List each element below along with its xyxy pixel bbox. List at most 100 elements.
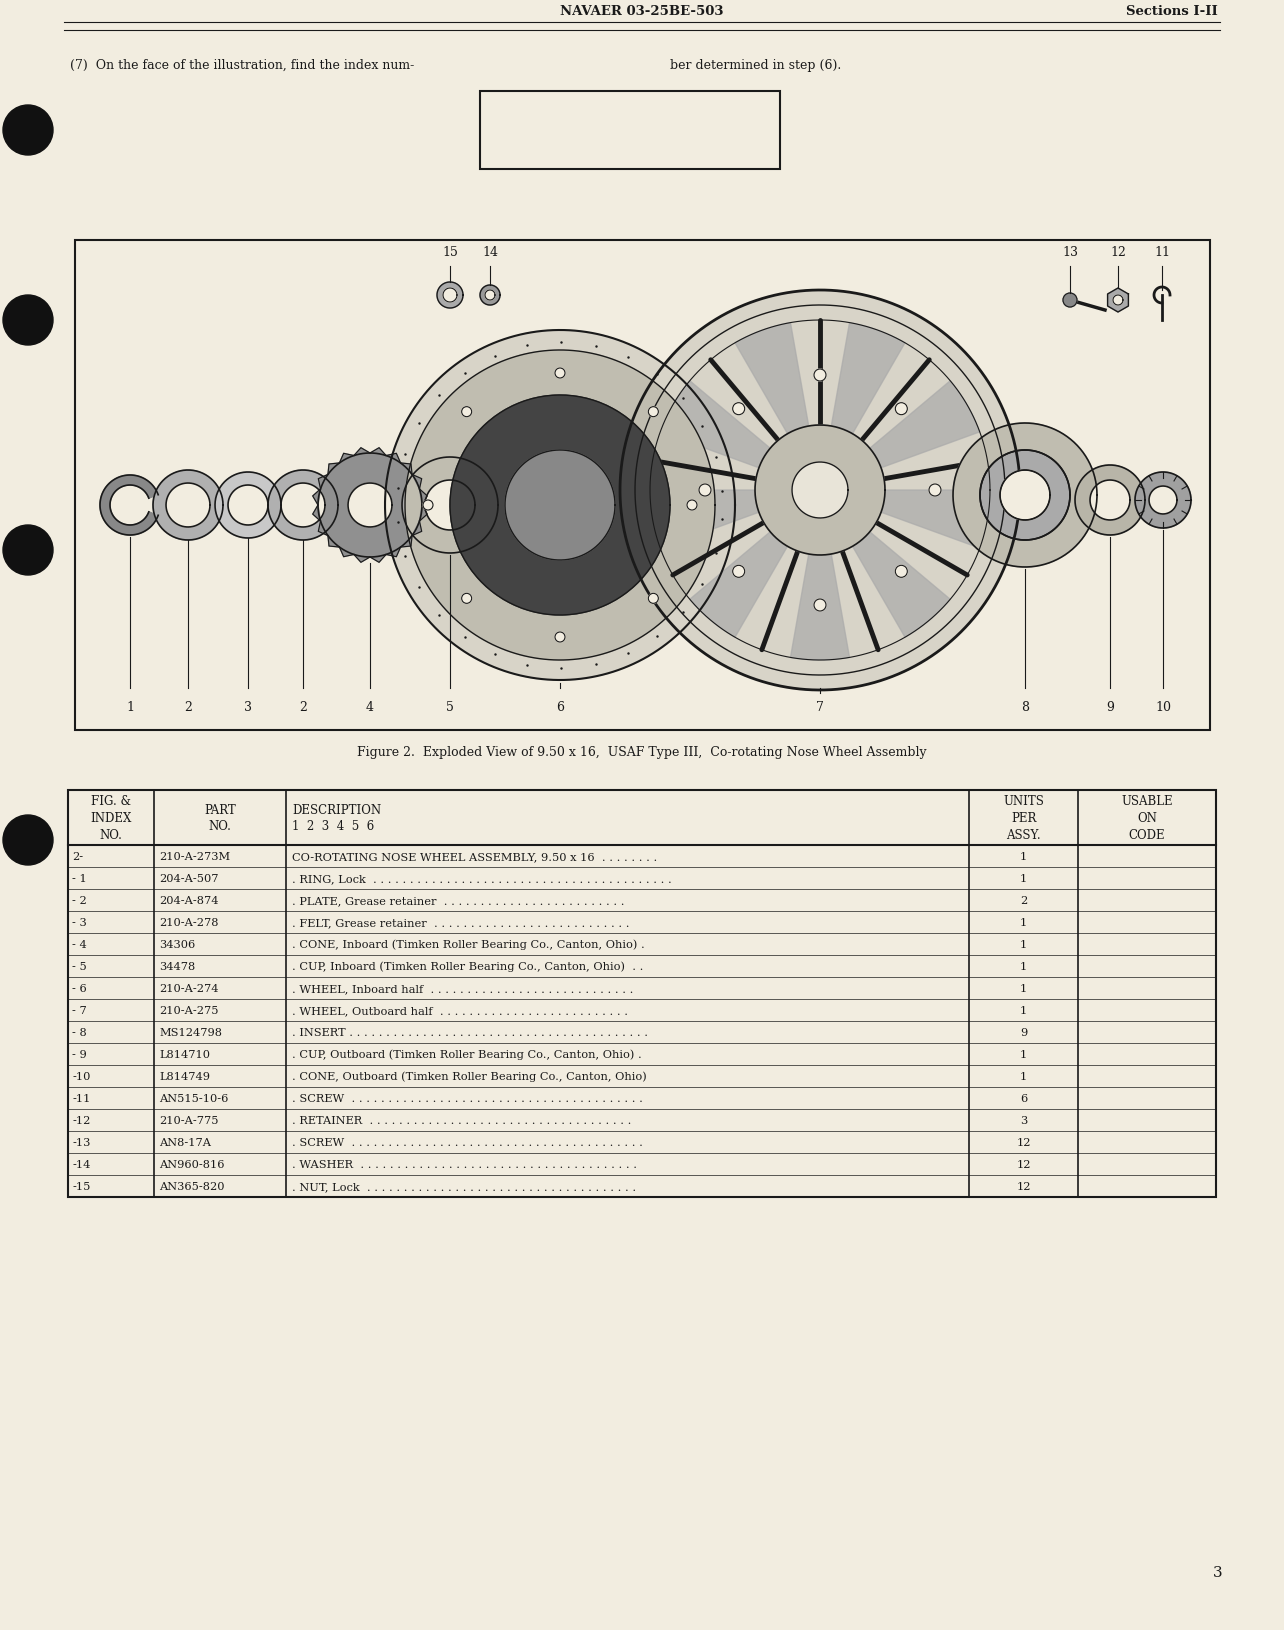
Circle shape — [480, 285, 499, 306]
Text: - 7: - 7 — [72, 1006, 87, 1015]
Text: . CONE, Outboard (Timken Roller Bearing Co., Canton, Ohio): . CONE, Outboard (Timken Roller Bearing … — [293, 1071, 647, 1082]
Text: - 6: - 6 — [72, 983, 87, 993]
Text: . SCREW  . . . . . . . . . . . . . . . . . . . . . . . . . . . . . . . . . . . .: . SCREW . . . . . . . . . . . . . . . . … — [293, 1094, 643, 1104]
Polygon shape — [100, 476, 158, 536]
Text: DESCRIPTION
1  2  3  4  5  6: DESCRIPTION 1 2 3 4 5 6 — [293, 804, 381, 833]
Circle shape — [3, 526, 53, 575]
Text: 2: 2 — [1019, 895, 1027, 905]
Polygon shape — [980, 452, 1070, 541]
Text: 5: 5 — [446, 701, 455, 714]
Text: - 8: - 8 — [72, 1027, 87, 1037]
Text: . RING, Lock  . . . . . . . . . . . . . . . . . . . . . . . . . . . . . . . . . : . RING, Lock . . . . . . . . . . . . . .… — [293, 874, 672, 883]
Text: ber determined in step (6).: ber determined in step (6). — [670, 59, 841, 72]
Text: 1: 1 — [1019, 939, 1027, 949]
Circle shape — [462, 408, 471, 417]
Text: 1: 1 — [1019, 918, 1027, 927]
Circle shape — [3, 815, 53, 866]
Text: 1: 1 — [1019, 851, 1027, 862]
Text: PART
NO.: PART NO. — [204, 804, 236, 833]
Bar — [74, 241, 1210, 730]
Text: 12: 12 — [1017, 1159, 1031, 1169]
Polygon shape — [153, 471, 223, 541]
Text: -14: -14 — [72, 1159, 90, 1169]
Text: . INSERT . . . . . . . . . . . . . . . . . . . . . . . . . . . . . . . . . . . .: . INSERT . . . . . . . . . . . . . . . .… — [293, 1027, 648, 1037]
Circle shape — [698, 484, 711, 497]
Text: 210-A-274: 210-A-274 — [159, 983, 218, 993]
Text: 1: 1 — [126, 701, 134, 714]
Text: 14: 14 — [482, 246, 498, 259]
Text: 1: 1 — [1019, 1071, 1027, 1081]
Polygon shape — [1108, 289, 1129, 313]
Text: 1: 1 — [1019, 1006, 1027, 1015]
Polygon shape — [1135, 473, 1192, 528]
Text: FIG. &
INDEX
NO.: FIG. & INDEX NO. — [90, 794, 132, 841]
Circle shape — [1113, 295, 1124, 306]
Text: 2: 2 — [299, 701, 307, 714]
Circle shape — [814, 370, 826, 381]
Polygon shape — [318, 522, 327, 536]
Polygon shape — [650, 491, 820, 549]
Polygon shape — [820, 491, 950, 637]
Text: - 5: - 5 — [72, 962, 87, 971]
Bar — [480, 91, 779, 170]
Circle shape — [792, 463, 847, 518]
Text: 204-A-507: 204-A-507 — [159, 874, 218, 883]
Text: 7: 7 — [817, 701, 824, 714]
Text: . CONE, Inboard (Timken Roller Bearing Co., Canton, Ohio) .: . CONE, Inboard (Timken Roller Bearing C… — [293, 939, 645, 950]
Text: 1: 1 — [1019, 983, 1027, 993]
Polygon shape — [734, 323, 820, 491]
Polygon shape — [268, 471, 338, 541]
Circle shape — [687, 500, 697, 510]
Bar — [68, 791, 1216, 1198]
Circle shape — [385, 331, 734, 681]
Text: NAVAER 03-25BE-503: NAVAER 03-25BE-503 — [560, 5, 724, 18]
Text: 9: 9 — [1106, 701, 1115, 714]
Circle shape — [1000, 471, 1050, 520]
Text: 12: 12 — [1017, 1182, 1031, 1192]
Polygon shape — [229, 486, 268, 526]
Polygon shape — [412, 474, 421, 489]
Polygon shape — [401, 463, 412, 474]
Text: -12: -12 — [72, 1115, 90, 1125]
Text: AN365-820: AN365-820 — [159, 1182, 225, 1192]
Text: 3: 3 — [1019, 1115, 1027, 1125]
Polygon shape — [354, 448, 370, 456]
Text: 13: 13 — [1062, 246, 1079, 259]
Text: - 3: - 3 — [72, 918, 87, 927]
Circle shape — [449, 396, 670, 616]
Circle shape — [555, 632, 565, 642]
Polygon shape — [420, 489, 428, 505]
Text: . PLATE, Grease retainer  . . . . . . . . . . . . . . . . . . . . . . . . .: . PLATE, Grease retainer . . . . . . . .… — [293, 895, 624, 905]
Circle shape — [462, 593, 471, 605]
Text: 12: 12 — [1017, 1138, 1031, 1148]
Text: UNITS
PER
ASSY.: UNITS PER ASSY. — [1003, 794, 1044, 841]
Text: CO-ROTATING NOSE WHEEL ASSEMBLY, 9.50 x 16  . . . . . . . .: CO-ROTATING NOSE WHEEL ASSEMBLY, 9.50 x … — [293, 851, 657, 862]
Text: -10: -10 — [72, 1071, 90, 1081]
Text: 8: 8 — [1021, 701, 1028, 714]
Circle shape — [443, 289, 457, 303]
Polygon shape — [425, 481, 475, 531]
Polygon shape — [318, 474, 327, 489]
Polygon shape — [327, 463, 339, 474]
Polygon shape — [386, 455, 401, 463]
Text: 10: 10 — [1156, 701, 1171, 714]
Circle shape — [648, 593, 659, 605]
Text: L814749: L814749 — [159, 1071, 211, 1081]
Circle shape — [895, 566, 908, 579]
Circle shape — [733, 566, 745, 579]
Polygon shape — [370, 556, 386, 562]
Polygon shape — [820, 491, 990, 549]
Polygon shape — [660, 381, 820, 491]
Text: -13: -13 — [72, 1138, 90, 1148]
Text: 204-A-874: 204-A-874 — [159, 895, 218, 905]
Text: 2: 2 — [184, 701, 191, 714]
Text: MS124798: MS124798 — [159, 1027, 222, 1037]
Text: 1: 1 — [1019, 1050, 1027, 1060]
Circle shape — [3, 106, 53, 156]
Text: . WASHER  . . . . . . . . . . . . . . . . . . . . . . . . . . . . . . . . . . . : . WASHER . . . . . . . . . . . . . . . .… — [293, 1159, 637, 1169]
Text: 1: 1 — [1019, 874, 1027, 883]
Polygon shape — [980, 452, 1070, 541]
Text: 15: 15 — [442, 246, 458, 259]
Polygon shape — [313, 505, 321, 522]
Circle shape — [895, 404, 908, 416]
